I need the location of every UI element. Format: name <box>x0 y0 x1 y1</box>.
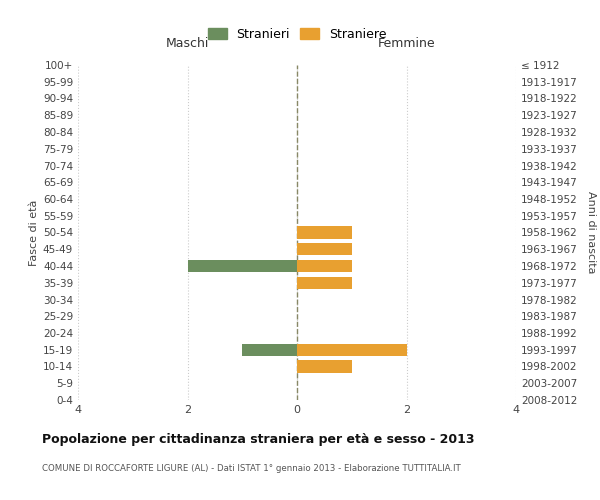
Bar <box>297 360 352 372</box>
Bar <box>187 260 297 272</box>
Text: Maschi: Maschi <box>166 37 209 50</box>
Legend: Stranieri, Straniere: Stranieri, Straniere <box>204 24 390 45</box>
Bar <box>297 243 352 256</box>
Y-axis label: Anni di nascita: Anni di nascita <box>586 191 596 274</box>
Bar <box>297 260 352 272</box>
Text: Femmine: Femmine <box>377 37 436 50</box>
Bar <box>297 344 407 356</box>
Bar <box>297 276 352 289</box>
Y-axis label: Fasce di età: Fasce di età <box>29 200 39 266</box>
Bar <box>297 226 352 238</box>
Text: Popolazione per cittadinanza straniera per età e sesso - 2013: Popolazione per cittadinanza straniera p… <box>42 432 475 446</box>
Bar <box>242 344 297 356</box>
Text: COMUNE DI ROCCAFORTE LIGURE (AL) - Dati ISTAT 1° gennaio 2013 - Elaborazione TUT: COMUNE DI ROCCAFORTE LIGURE (AL) - Dati … <box>42 464 461 473</box>
